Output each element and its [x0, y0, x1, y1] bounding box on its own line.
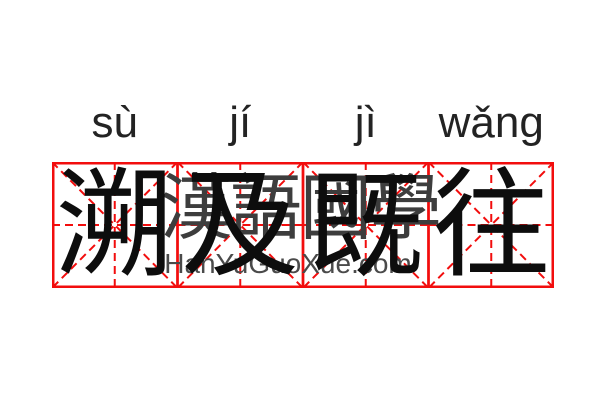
character-cell-3: 既	[303, 162, 429, 288]
grid-guide-lines	[52, 162, 554, 288]
hanzi-4: 往	[432, 156, 551, 294]
pinyin-syllable-2: jí	[229, 98, 252, 147]
pinyin-syllable-4: wǎng	[438, 98, 544, 147]
character-cell-2: 及	[178, 162, 304, 288]
watermark-site-text: HanYuGuoXue.com	[164, 248, 412, 279]
pinyin-syllable-3: jì	[354, 98, 377, 147]
character-cell-1: 溯	[52, 162, 178, 288]
mizige-grid	[52, 162, 554, 288]
character-cell-4: 往	[429, 162, 555, 288]
pinyin-row: sù jí jì wǎng	[52, 98, 554, 152]
character-row: 溯 及 既 往	[52, 162, 554, 288]
watermark-cjk-text: 漢語國學	[159, 166, 442, 250]
hanzi-2: 及	[181, 156, 300, 294]
hanzi-3: 既	[306, 156, 425, 294]
grid-cell-borders	[52, 162, 554, 288]
hanzi-1: 溯	[55, 156, 174, 294]
pinyin-syllable-1: sù	[91, 98, 138, 147]
